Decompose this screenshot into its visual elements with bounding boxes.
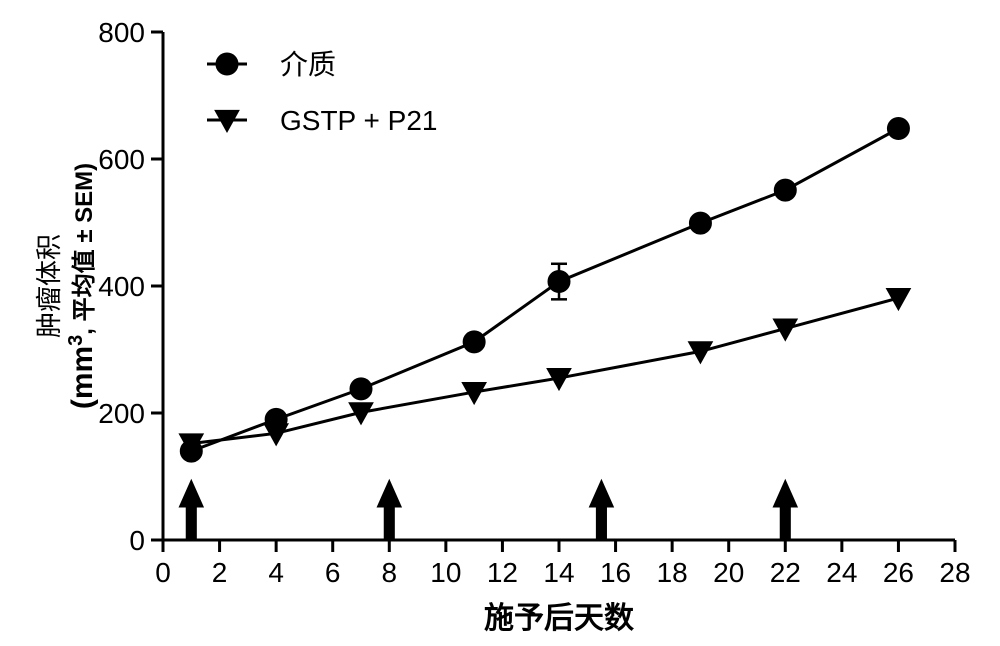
x-tick-label: 16: [600, 557, 631, 588]
marker-circle: [463, 331, 485, 353]
marker-circle: [689, 212, 711, 234]
y-axis-title-line1: 肿瘤体积: [34, 234, 64, 338]
y-tick-label: 400: [98, 271, 145, 302]
marker-circle: [548, 271, 570, 293]
dose-arrow-icon: [773, 480, 797, 540]
x-tick-label: 12: [487, 557, 518, 588]
dose-arrow-icon: [179, 480, 203, 540]
tumor-volume-chart: 02468101214161820222426280200400600800施予…: [0, 0, 1000, 646]
x-tick-label: 10: [430, 557, 461, 588]
y-tick-label: 800: [98, 17, 145, 48]
x-tick-label: 4: [268, 557, 284, 588]
y-tick-label: 200: [98, 398, 145, 429]
x-tick-label: 26: [883, 557, 914, 588]
y-tick-label: 600: [98, 144, 145, 175]
dose-arrow-icon: [377, 480, 401, 540]
y-axis-title-line2: (mm3, 平均值 ± SEM): [65, 163, 99, 409]
y-tick-label: 0: [129, 525, 145, 556]
legend-label-vehicle: 介质: [280, 49, 336, 80]
x-tick-label: 6: [325, 557, 341, 588]
x-tick-label: 20: [713, 557, 744, 588]
x-tick-label: 14: [543, 557, 574, 588]
chart-container: 02468101214161820222426280200400600800施予…: [0, 0, 1000, 646]
x-tick-label: 0: [155, 557, 171, 588]
legend-label-gstp_p21: GSTP + P21: [280, 105, 437, 136]
x-tick-label: 24: [826, 557, 857, 588]
series-line-vehicle: [191, 129, 898, 452]
marker-circle: [350, 378, 372, 400]
x-tick-label: 18: [657, 557, 688, 588]
x-axis-title: 施予后天数: [484, 602, 635, 635]
marker-circle: [774, 179, 796, 201]
dose-arrow-icon: [589, 480, 613, 540]
x-tick-label: 8: [381, 557, 397, 588]
legend-marker-vehicle: [216, 53, 238, 75]
x-tick-label: 22: [770, 557, 801, 588]
x-tick-label: 28: [939, 557, 970, 588]
marker-circle: [887, 118, 909, 140]
x-tick-label: 2: [212, 557, 228, 588]
